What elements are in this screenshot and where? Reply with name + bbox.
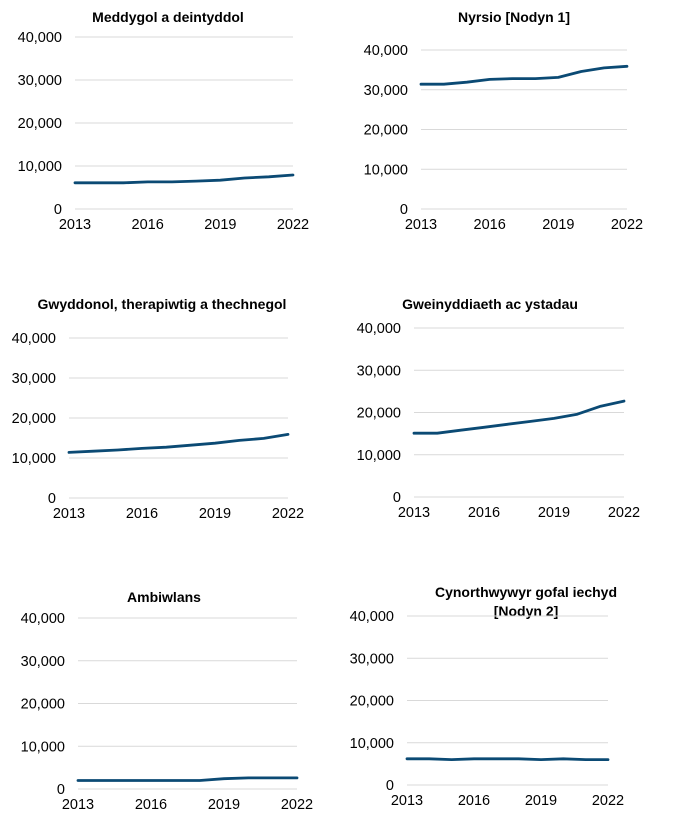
y-tick-label: 40,000 — [364, 43, 408, 59]
y-tick-label: 30,000 — [21, 654, 65, 670]
y-tick-label: 10,000 — [21, 739, 65, 755]
x-tick-label: 2022 — [592, 793, 624, 809]
chart-title: Gweinyddiaeth ac ystadau — [402, 296, 578, 312]
chart-title: Cynorthwywyr gofal iechyd — [435, 584, 617, 600]
x-tick-label: 2013 — [398, 505, 430, 521]
y-tick-label: 0 — [57, 782, 65, 798]
y-tick-label: 20,000 — [18, 116, 62, 132]
series-line — [67, 432, 290, 454]
chart-title: Ambiwlans — [127, 589, 201, 605]
chart-nursing: Nyrsio [Nodyn 1] 0 10,000 20,000 30,000 40,00… — [364, 9, 643, 233]
y-tick-label: 30,000 — [12, 371, 56, 387]
series-line — [76, 776, 299, 782]
y-tick-label: 0 — [386, 778, 394, 794]
x-tick-label: 2022 — [277, 217, 309, 233]
y-tick-label: 20,000 — [350, 694, 394, 710]
x-tick-label: 2022 — [608, 505, 640, 521]
x-tick-label: 2013 — [405, 217, 437, 233]
chart-scientific-therapeutic-technical: Gwyddonol, therapiwtig a thechnegol 0 10,0… — [12, 296, 304, 522]
x-tick-label: 2016 — [135, 797, 167, 813]
y-tick-label: 10,000 — [357, 448, 401, 464]
x-tick-label: 2019 — [208, 797, 240, 813]
chart-title: Gwyddonol, therapiwtig a thechnegol — [38, 296, 287, 312]
y-tick-label: 30,000 — [357, 363, 401, 379]
x-tick-label: 2016 — [126, 506, 158, 522]
y-tick-label: 10,000 — [12, 451, 56, 467]
y-tick-label: 40,000 — [21, 611, 65, 627]
x-tick-label: 2022 — [272, 506, 304, 522]
y-tick-label: 30,000 — [364, 83, 408, 99]
y-tick-label: 40,000 — [357, 321, 401, 337]
x-tick-label: 2013 — [53, 506, 85, 522]
x-tick-label: 2013 — [391, 793, 423, 809]
x-tick-label: 2019 — [199, 506, 231, 522]
y-tick-label: 10,000 — [364, 162, 408, 178]
y-tick-label: 30,000 — [350, 651, 394, 667]
chart-ambulance: Ambiwlans 0 10,000 20,000 30,000 40,000 2013 20… — [21, 589, 313, 813]
y-tick-label: 0 — [400, 202, 408, 218]
chart-healthcare-assistants: Cynorthwywyr gofal iechyd [Nodyn 2] 0 10,00… — [350, 584, 624, 809]
x-tick-label: 2016 — [468, 505, 500, 521]
chart-medical-dental: Meddygol a deintyddol 0 10,000 20,000 30,000… — [18, 9, 309, 233]
x-tick-label: 2019 — [204, 217, 236, 233]
y-tick-label: 40,000 — [350, 609, 394, 625]
x-tick-label: 2019 — [525, 793, 557, 809]
y-tick-label: 20,000 — [364, 123, 408, 139]
chart-title: [Nodyn 2] — [494, 603, 559, 619]
series-line — [419, 64, 629, 86]
series-line — [73, 173, 295, 185]
x-tick-label: 2022 — [611, 217, 643, 233]
y-tick-label: 20,000 — [12, 411, 56, 427]
x-tick-label: 2016 — [458, 793, 490, 809]
y-tick-label: 10,000 — [18, 159, 62, 175]
chart-title: Nyrsio [Nodyn 1] — [458, 9, 570, 25]
y-tick-label: 30,000 — [18, 73, 62, 89]
y-tick-label: 10,000 — [350, 736, 394, 752]
x-tick-label: 2016 — [132, 217, 164, 233]
x-tick-label: 2013 — [62, 797, 94, 813]
chart-title: Meddygol a deintyddol — [92, 9, 244, 25]
x-tick-label: 2019 — [538, 505, 570, 521]
y-tick-label: 0 — [54, 202, 62, 218]
y-tick-label: 40,000 — [12, 331, 56, 347]
series-line — [405, 757, 610, 761]
chart-admin-estates: Gweinyddiaeth ac ystadau 0 10,000 20,000 30,… — [357, 296, 640, 521]
x-tick-label: 2022 — [281, 797, 313, 813]
y-tick-label: 20,000 — [357, 406, 401, 422]
y-tick-label: 0 — [393, 490, 401, 506]
x-tick-label: 2016 — [474, 217, 506, 233]
y-tick-label: 0 — [48, 491, 56, 507]
x-tick-label: 2013 — [59, 217, 91, 233]
x-tick-label: 2019 — [542, 217, 574, 233]
y-tick-label: 20,000 — [21, 697, 65, 713]
y-tick-label: 40,000 — [18, 30, 62, 46]
series-line — [412, 399, 626, 435]
